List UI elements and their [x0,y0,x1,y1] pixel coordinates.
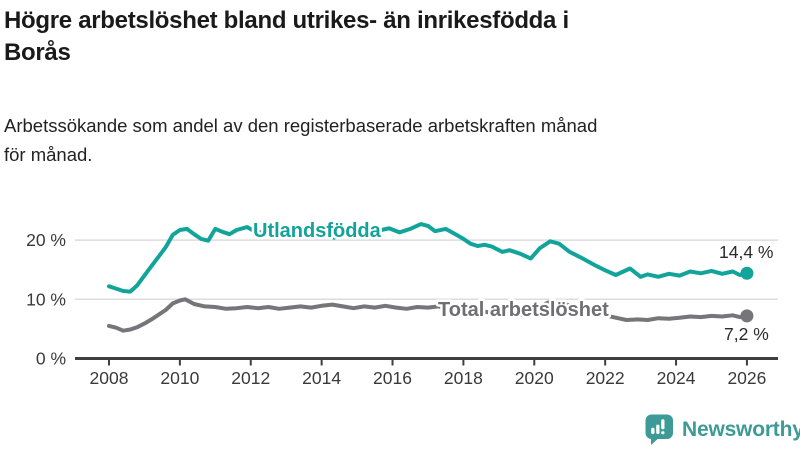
page-title: Högre arbetslöshet bland utrikes- än inr… [4,5,569,70]
x-tick-label: 2014 [302,368,341,388]
x-tick-label: 2008 [90,368,129,388]
series-line-1 [107,297,749,333]
x-tick-label: 2022 [586,368,625,388]
series-label-total-arbetsloshet: Total arbetslöshet [438,299,609,321]
y-tick-label: 20 % [26,230,66,250]
series-end-dot-0 [740,266,754,280]
x-tick-label: 2020 [515,368,554,388]
end-value-label-total-arbetsloshet: 7,2 % [724,324,769,344]
chart-subtitle: Arbetssökande som andel av den registerb… [4,112,597,169]
x-tick-label: 2016 [373,368,412,388]
series-end-dot-1 [740,309,754,323]
newsworthy-wordmark: Newsworthy [682,417,800,441]
page-title-line2: Borås [4,39,71,67]
x-tick-label: 2026 [727,368,766,388]
x-tick-label: 2012 [231,368,270,388]
series-label-utlandsfodda: Utlandsfödda [253,220,382,242]
series-line-0 [107,222,749,294]
y-tick-label: 0 % [36,349,66,369]
x-tick-label: 2010 [160,368,199,388]
chart-subtitle-line1: Arbetssökande som andel av den registerb… [4,115,598,136]
x-tick-label: 2018 [444,368,483,388]
newsworthy-logo[interactable]: Newsworthy [644,413,800,446]
chart-subtitle-line2: för månad. [4,143,93,165]
end-value-label-utlandsfodda: 14,4 % [719,242,773,262]
speech-bubble-chart-icon [645,414,673,445]
y-tick-label: 10 % [26,289,66,309]
x-tick-label: 2024 [657,368,696,388]
page-title-line1: Högre arbetslöshet bland utrikes- än inr… [4,7,569,34]
